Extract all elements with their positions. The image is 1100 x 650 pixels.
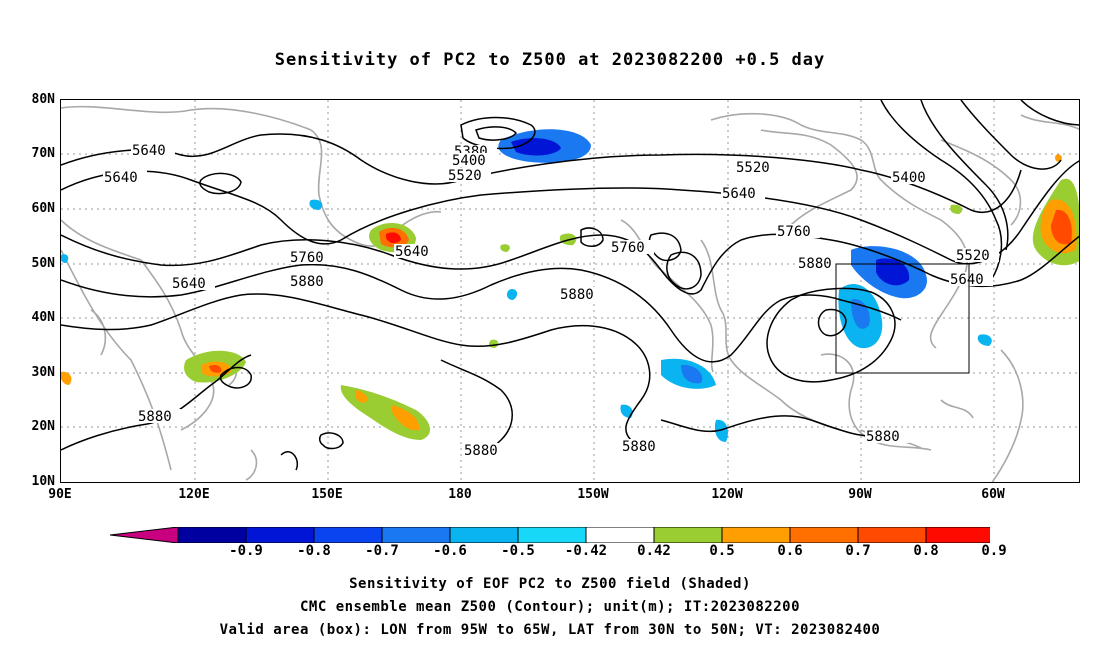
lat-label: 50N bbox=[31, 256, 55, 271]
contour-label: 5880 bbox=[798, 256, 832, 272]
lon-label: 90E bbox=[48, 487, 72, 502]
chart-title: Sensitivity of PC2 to Z500 at 2023082200… bbox=[274, 50, 826, 70]
lon-label: 180 bbox=[448, 487, 472, 502]
map-panel: 5640 5640 5640 5640 5640 5640 5380 5400 … bbox=[60, 99, 1080, 483]
contour-label: 5880 bbox=[560, 287, 594, 303]
contour-label: 5520 bbox=[448, 168, 482, 184]
contour-label: 5640 bbox=[950, 272, 984, 288]
colorbar bbox=[110, 527, 990, 543]
colorbar-tick-label: -0.42 bbox=[564, 543, 608, 559]
colorbar-swatch bbox=[653, 527, 723, 543]
lat-label: 70N bbox=[31, 146, 55, 161]
colorbar-swatch bbox=[721, 527, 791, 543]
lat-label: 30N bbox=[31, 365, 55, 380]
colorbar-tick-label: -0.5 bbox=[501, 543, 535, 559]
valid-area-box bbox=[835, 263, 970, 374]
lat-label: 40N bbox=[31, 310, 55, 325]
caption-line1: Sensitivity of EOF PC2 to Z500 field (Sh… bbox=[349, 576, 751, 592]
contour-label: 5400 bbox=[892, 170, 926, 186]
contour-label: 5640 bbox=[722, 186, 756, 202]
colorbar-tick-label: -0.8 bbox=[297, 543, 331, 559]
colorbar-tick-label: -0.7 bbox=[365, 543, 399, 559]
colorbar-swatch bbox=[857, 527, 927, 543]
contour-label: 5880 bbox=[464, 443, 498, 459]
colorbar-tick-label: 0.6 bbox=[777, 543, 803, 559]
lon-label: 120W bbox=[711, 487, 743, 502]
coastlines bbox=[61, 105, 1079, 482]
lat-label: 20N bbox=[31, 419, 55, 434]
contour-label: 5640 bbox=[104, 170, 138, 186]
lon-label: 150E bbox=[311, 487, 343, 502]
colorbar-tick-label: 0.8 bbox=[913, 543, 939, 559]
colorbar-swatch bbox=[925, 527, 990, 543]
colorbar-tick-label: 0.42 bbox=[637, 543, 671, 559]
contour-label: 5520 bbox=[956, 248, 990, 264]
colorbar-tick-label: 0.9 bbox=[981, 543, 1007, 559]
colorbar-tick-label: -0.6 bbox=[433, 543, 467, 559]
contour-label: 5880 bbox=[622, 439, 656, 455]
lon-label: 120E bbox=[178, 487, 210, 502]
colorbar-swatch bbox=[381, 527, 451, 543]
caption-line2: CMC ensemble mean Z500 (Contour); unit(m… bbox=[299, 599, 800, 615]
colorbar-swatch bbox=[245, 527, 315, 543]
contour-label: 5640 bbox=[132, 143, 166, 159]
colorbar-swatch bbox=[110, 527, 179, 543]
map-svg: 5640 5640 5640 5640 5640 5640 5380 5400 … bbox=[61, 100, 1079, 482]
contour-labels: 5640 5640 5640 5640 5640 5640 5380 5400 … bbox=[103, 143, 999, 459]
colorbar-swatch bbox=[517, 527, 587, 543]
contour-label: 5520 bbox=[736, 160, 770, 176]
lat-label: 10N bbox=[31, 474, 55, 489]
colorbar-tick-label: 0.7 bbox=[845, 543, 871, 559]
contour-label: 5400 bbox=[452, 153, 486, 169]
contour-label: 5880 bbox=[866, 429, 900, 445]
lon-label: 150W bbox=[577, 487, 609, 502]
contour-label: 5760 bbox=[777, 224, 811, 240]
lat-label: 60N bbox=[31, 201, 55, 216]
contour-label: 5760 bbox=[290, 250, 324, 266]
colorbar-swatch bbox=[313, 527, 383, 543]
colorbar-tick-label: 0.5 bbox=[709, 543, 735, 559]
gridlines bbox=[61, 100, 1079, 482]
contour-label: 5640 bbox=[395, 244, 429, 260]
contour-label: 5880 bbox=[138, 409, 172, 425]
caption-line3: Valid area (box): LON from 95W to 65W, L… bbox=[219, 622, 881, 638]
colorbar-swatch bbox=[449, 527, 519, 543]
colorbar-swatch bbox=[789, 527, 859, 543]
colorbar-swatch bbox=[585, 527, 655, 543]
colorbar-swatch bbox=[177, 527, 247, 543]
lon-label: 60W bbox=[981, 487, 1005, 502]
contour-label: 5880 bbox=[290, 274, 324, 290]
contour-label: 5760 bbox=[611, 240, 645, 256]
contour-label: 5640 bbox=[172, 276, 206, 292]
lon-label: 90W bbox=[848, 487, 872, 502]
lat-label: 80N bbox=[31, 92, 55, 107]
colorbar-tick-label: -0.9 bbox=[229, 543, 263, 559]
sensitivity-shading bbox=[61, 129, 1079, 442]
